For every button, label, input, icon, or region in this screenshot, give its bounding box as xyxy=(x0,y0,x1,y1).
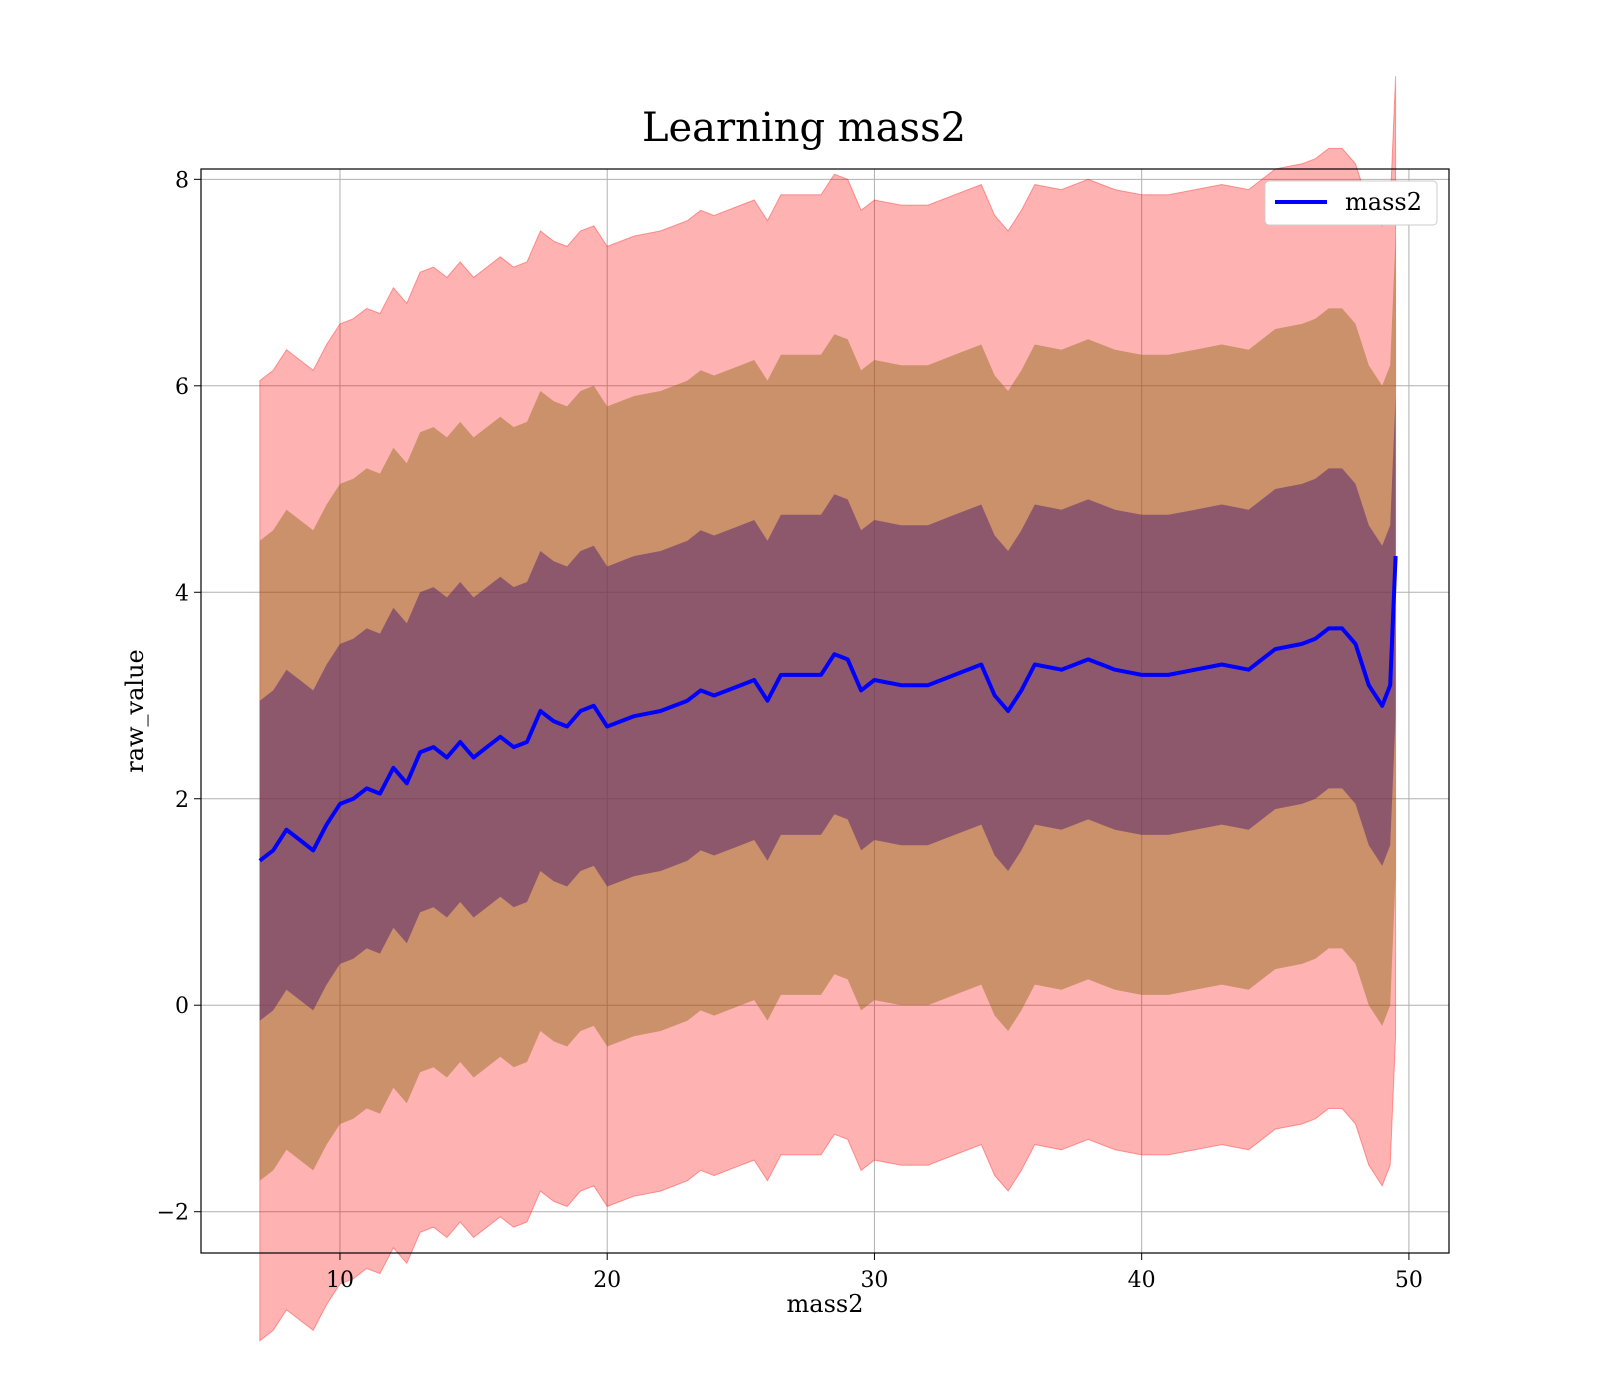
x-axis-label: mass2 xyxy=(787,1290,864,1318)
y-tick-label: 4 xyxy=(175,581,189,606)
series-line-mass2 xyxy=(258,556,1398,863)
x-tick-label: 40 xyxy=(1128,1268,1156,1293)
legend-entry-mass2: mass2 xyxy=(1345,188,1422,216)
x-tick-label: 10 xyxy=(326,1268,354,1293)
y-tick-label: 6 xyxy=(175,375,189,400)
series-layer xyxy=(258,556,1398,863)
chart-title: Learning mass2 xyxy=(642,105,966,151)
y-axis: −2 0 2 4 6 8 xyxy=(157,168,201,1226)
y-tick-label: 8 xyxy=(175,168,189,193)
x-tick-label: 50 xyxy=(1395,1268,1423,1293)
legend-box xyxy=(1264,180,1438,226)
legend: mass2 xyxy=(1264,180,1438,226)
y-tick-label: −2 xyxy=(157,1201,189,1226)
x-tick-label: 30 xyxy=(860,1268,888,1293)
x-tick-label: 20 xyxy=(593,1268,621,1293)
y-axis-label: raw_value xyxy=(121,649,149,773)
x-axis: 10 20 30 40 50 xyxy=(326,1253,1423,1293)
confidence-bands xyxy=(259,76,1397,1342)
y-tick-label: 0 xyxy=(175,994,189,1019)
plot-frame xyxy=(200,168,1450,1254)
band-1-sigma xyxy=(259,396,1396,1021)
y-tick-label: 2 xyxy=(175,788,189,813)
